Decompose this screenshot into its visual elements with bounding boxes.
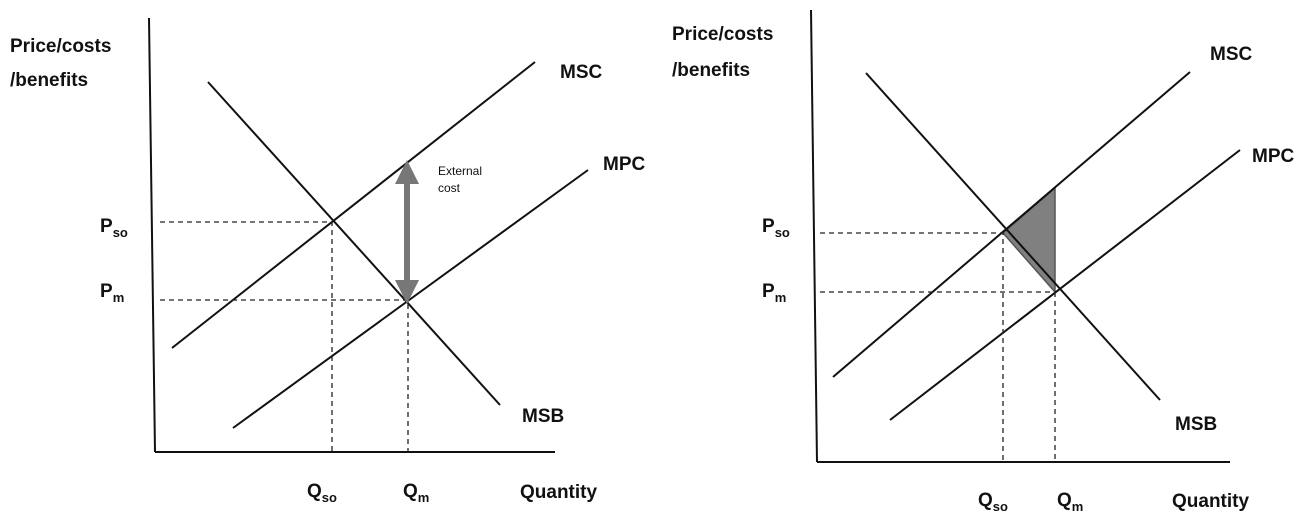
msb-curve xyxy=(865,72,1161,401)
diagram-left: External cost Price/costs /benefits MSC … xyxy=(10,17,646,505)
dashed-guides xyxy=(820,232,1056,462)
y-axis-label: Price/costs xyxy=(10,36,111,57)
y-axis-label: /benefits xyxy=(672,60,750,81)
mpc-curve xyxy=(889,149,1241,421)
deadweight-loss xyxy=(1001,186,1056,294)
curve-label: MPC xyxy=(1252,146,1295,167)
curve-label: MSB xyxy=(1175,414,1217,435)
dashed-guides xyxy=(160,221,409,452)
curve-label: MSC xyxy=(560,62,603,83)
quantity-label: Qm xyxy=(1057,490,1083,514)
diagram-right: Price/costs /benefits MSC MPC MSB Pso Pm… xyxy=(672,9,1295,514)
price-label: Pso xyxy=(100,216,128,240)
quantity-label: Qm xyxy=(403,481,429,505)
curve-label: MPC xyxy=(603,154,646,175)
annotation: cost xyxy=(438,181,461,195)
annotation: External xyxy=(438,164,482,178)
y-axis-label: /benefits xyxy=(10,70,88,91)
quantity-label: Qso xyxy=(307,481,337,505)
y-axis xyxy=(148,17,156,453)
msb-curve xyxy=(207,81,501,406)
price-label: Pso xyxy=(762,216,790,240)
msc-curve xyxy=(171,61,536,349)
mpc-curve xyxy=(232,169,589,429)
price-label: Pm xyxy=(100,281,124,305)
price-label: Pm xyxy=(762,281,786,305)
y-axis xyxy=(810,9,818,463)
quantity-label: Qso xyxy=(978,490,1008,514)
msc-curve xyxy=(832,71,1191,378)
curve-label: MSC xyxy=(1210,44,1253,65)
x-axis-label: Quantity xyxy=(520,482,597,503)
y-axis-label: Price/costs xyxy=(672,24,773,45)
curve-label: MSB xyxy=(522,406,564,427)
x-axis-label: Quantity xyxy=(1172,491,1249,512)
